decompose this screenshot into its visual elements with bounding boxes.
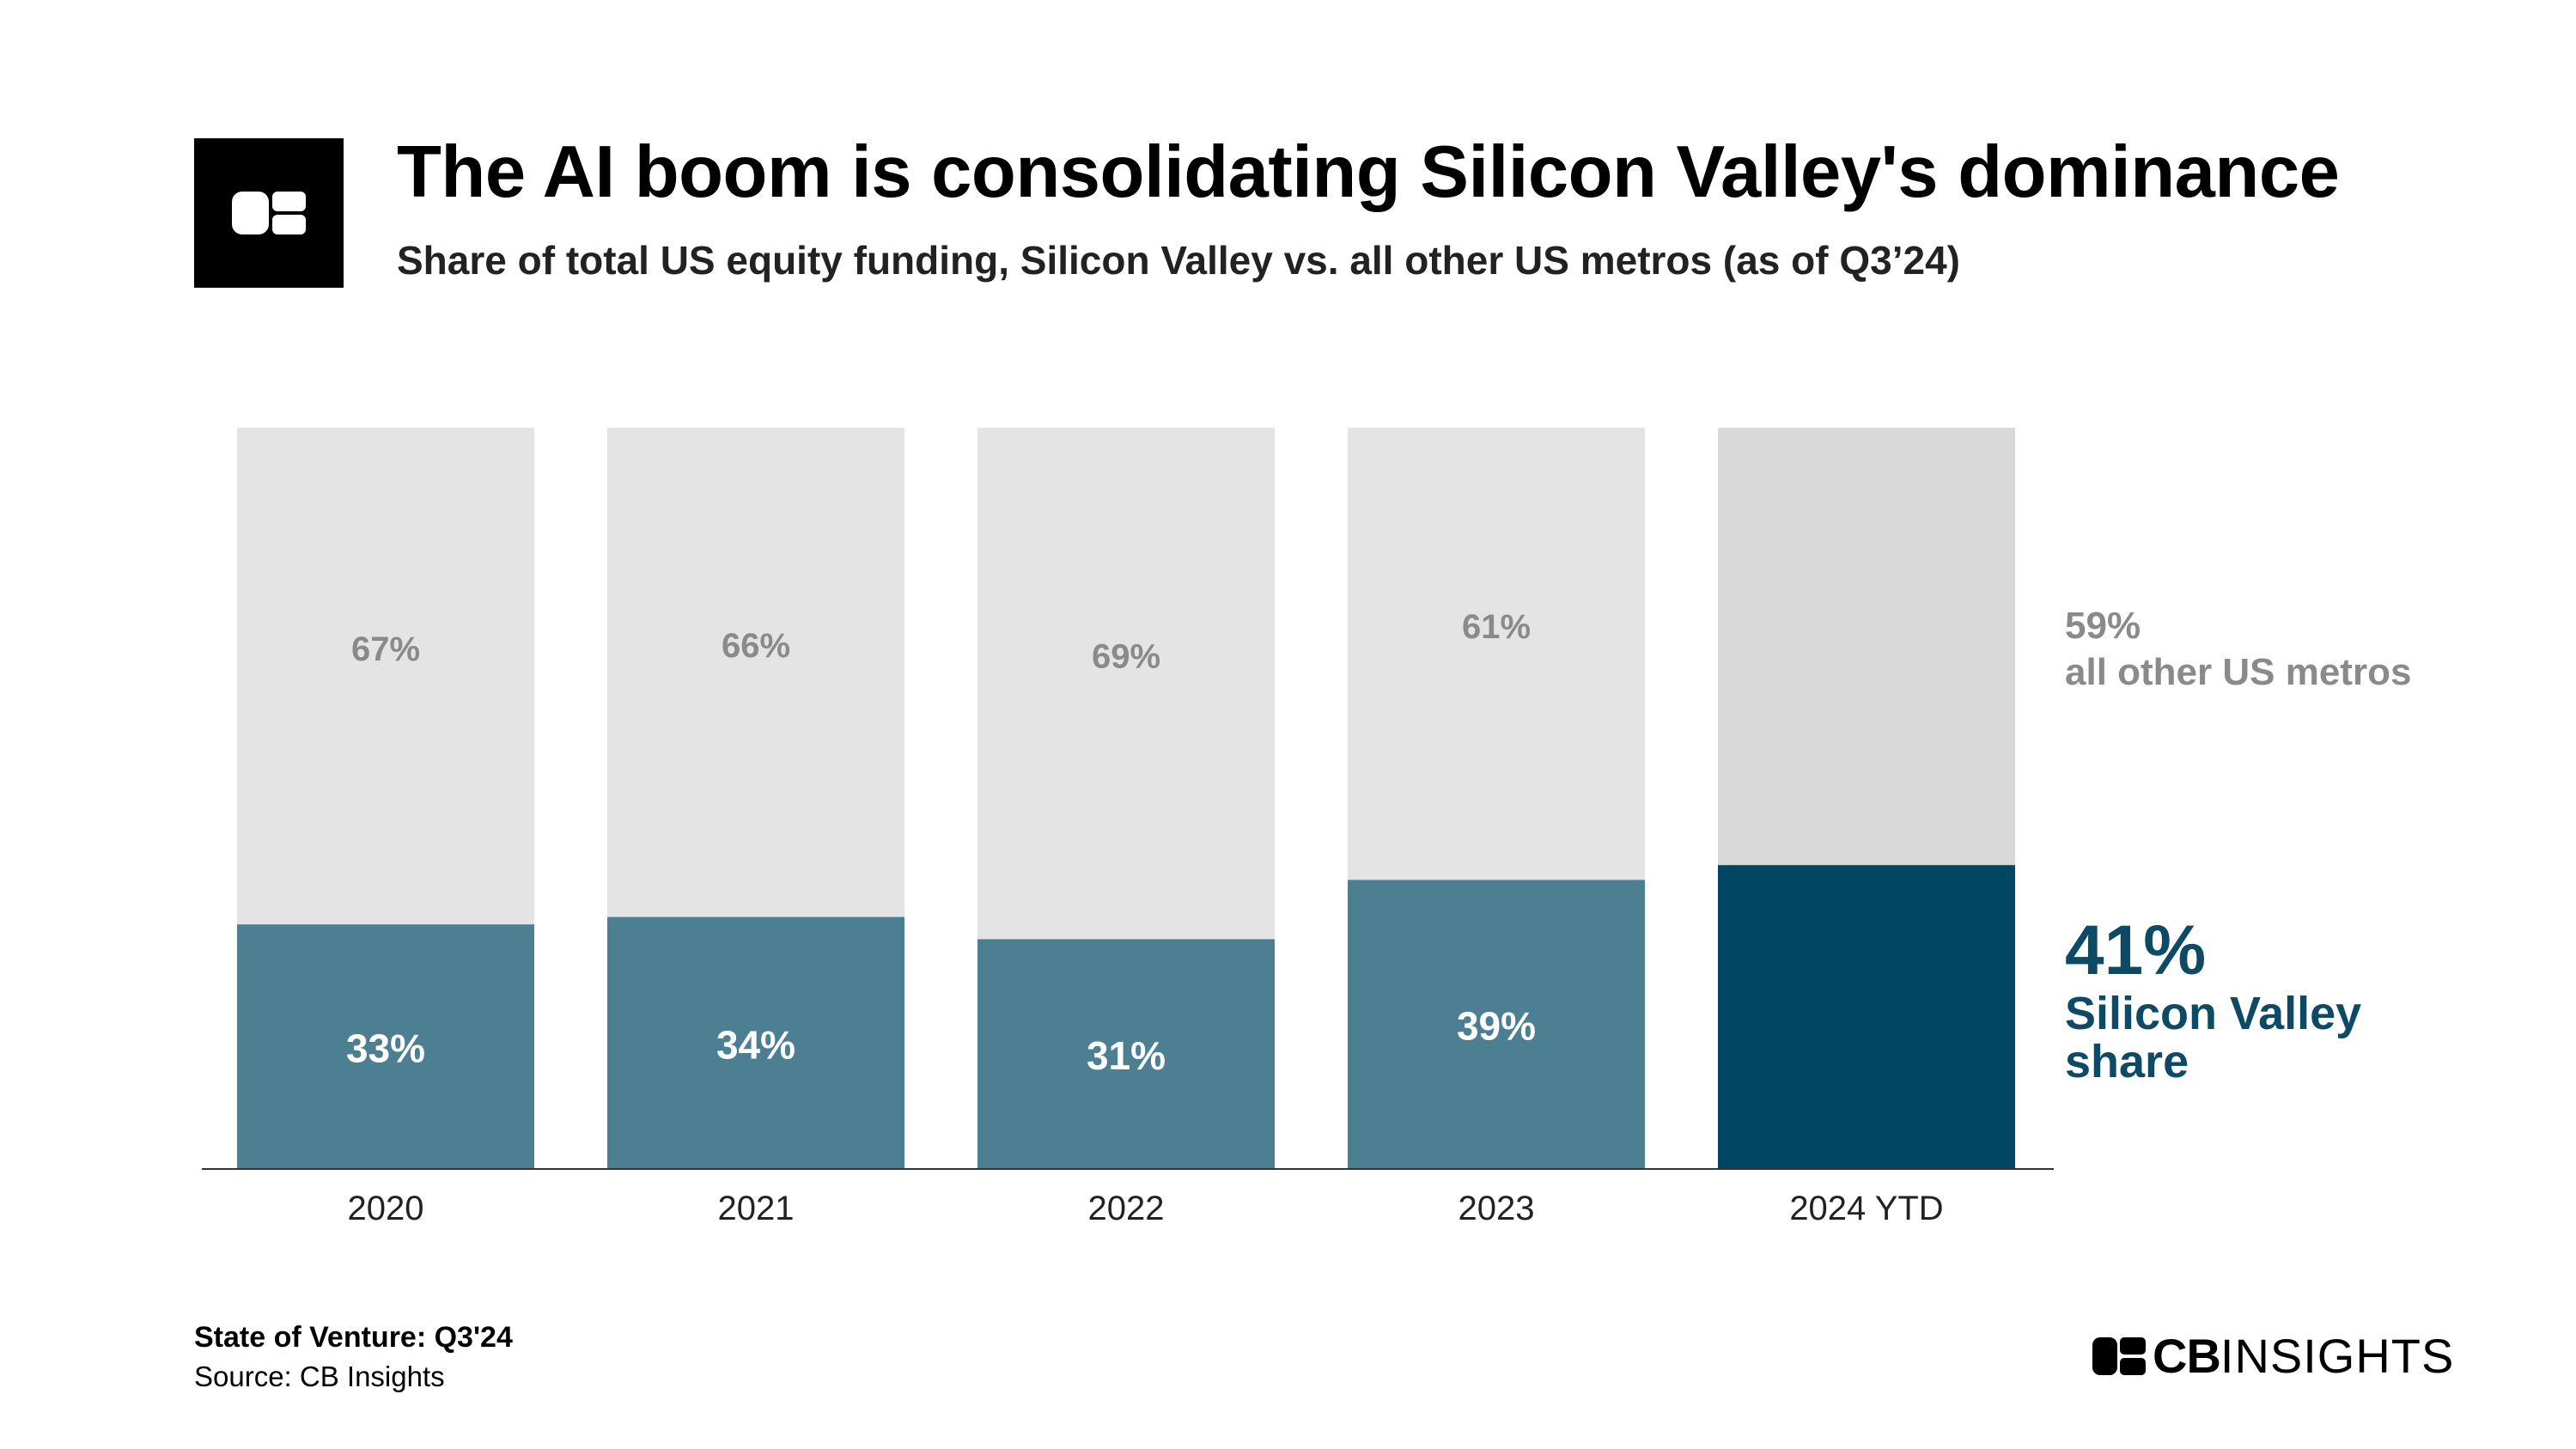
x-tick-label: 2024 YTD	[1789, 1190, 1943, 1227]
cb-logo-icon	[194, 138, 344, 288]
data-label-silicon-valley: 39%	[1457, 1004, 1536, 1049]
bar-silicon-valley	[237, 924, 534, 1169]
other-metros-annotation: 59% all other US metros	[2065, 603, 2411, 696]
x-tick-label: 2023	[1459, 1190, 1535, 1227]
silicon-valley-label-line1: Silicon Valley	[2065, 988, 2362, 1039]
chart-subtitle: Share of total US equity funding, Silico…	[397, 238, 1960, 283]
brand-name-bold: CB	[2153, 1329, 2221, 1383]
cb-brand-icon	[2092, 1336, 2146, 1375]
data-label-silicon-valley: 31%	[1087, 1033, 1166, 1078]
other-metros-percent: 59%	[2065, 605, 2141, 647]
bar-other-metros	[607, 428, 904, 917]
bar-other-metros	[977, 428, 1275, 940]
data-label-other: 67%	[351, 630, 420, 668]
cb-insights-brand: CB INSIGHTS	[2092, 1328, 2454, 1384]
data-label-other: 61%	[1462, 608, 1531, 646]
data-label-silicon-valley: 33%	[346, 1026, 425, 1071]
silicon-valley-annotation: 41% Silicon Valley share	[2065, 911, 2362, 1087]
silicon-valley-label-line2: share	[2065, 1036, 2189, 1087]
data-label-silicon-valley: 34%	[716, 1022, 795, 1067]
chart-title: The AI boom is consolidating Silicon Val…	[397, 131, 2340, 213]
x-tick-label: 2021	[718, 1190, 795, 1227]
bar-silicon-valley	[977, 939, 1275, 1169]
x-tick-label: 2020	[348, 1190, 424, 1227]
bar-other-metros	[237, 428, 534, 925]
data-label-other: 66%	[722, 627, 790, 665]
x-tick-label: 2022	[1088, 1190, 1165, 1227]
footer-source: Source: CB Insights	[194, 1361, 445, 1392]
bar-silicon-valley	[1348, 880, 1645, 1169]
bar-silicon-valley	[1718, 865, 2015, 1169]
data-label-other: 69%	[1092, 638, 1160, 676]
bar-silicon-valley	[607, 916, 904, 1169]
footer-report: State of Venture: Q3'24	[194, 1321, 513, 1354]
brand-name-light: INSIGHTS	[2220, 1329, 2455, 1383]
bar-other-metros	[1718, 428, 2015, 866]
silicon-valley-percent: 41%	[2065, 911, 2207, 989]
other-metros-label: all other US metros	[2065, 651, 2412, 693]
bar-other-metros	[1348, 428, 1645, 880]
